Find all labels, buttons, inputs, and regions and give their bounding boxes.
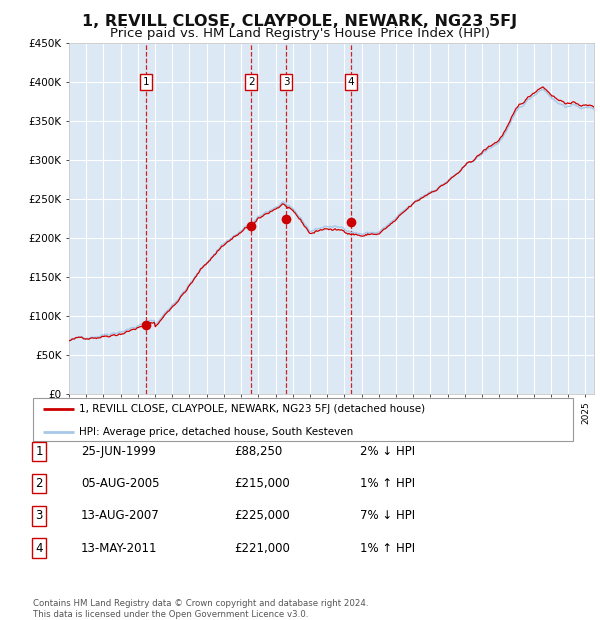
Text: 05-AUG-2005: 05-AUG-2005 [81,477,160,490]
Text: HPI: Average price, detached house, South Kesteven: HPI: Average price, detached house, Sout… [79,427,353,437]
Text: 13-AUG-2007: 13-AUG-2007 [81,510,160,522]
Text: 1: 1 [143,77,149,87]
Text: Contains HM Land Registry data © Crown copyright and database right 2024.
This d: Contains HM Land Registry data © Crown c… [33,600,368,619]
Text: 1% ↑ HPI: 1% ↑ HPI [360,542,415,554]
Text: 1, REVILL CLOSE, CLAYPOLE, NEWARK, NG23 5FJ (detached house): 1, REVILL CLOSE, CLAYPOLE, NEWARK, NG23 … [79,404,425,414]
Text: 25-JUN-1999: 25-JUN-1999 [81,445,156,458]
Text: Price paid vs. HM Land Registry's House Price Index (HPI): Price paid vs. HM Land Registry's House … [110,27,490,40]
Text: 2: 2 [35,477,43,490]
FancyBboxPatch shape [33,398,573,441]
Text: 2% ↓ HPI: 2% ↓ HPI [360,445,415,458]
Text: 13-MAY-2011: 13-MAY-2011 [81,542,157,554]
Text: 1: 1 [35,445,43,458]
Text: £88,250: £88,250 [234,445,282,458]
Text: £225,000: £225,000 [234,510,290,522]
Text: £221,000: £221,000 [234,542,290,554]
Text: 7% ↓ HPI: 7% ↓ HPI [360,510,415,522]
Text: 1% ↑ HPI: 1% ↑ HPI [360,477,415,490]
Text: 3: 3 [283,77,289,87]
Text: 4: 4 [35,542,43,554]
Text: 3: 3 [35,510,43,522]
Text: 4: 4 [347,77,354,87]
Text: 1, REVILL CLOSE, CLAYPOLE, NEWARK, NG23 5FJ: 1, REVILL CLOSE, CLAYPOLE, NEWARK, NG23 … [82,14,518,29]
Text: £215,000: £215,000 [234,477,290,490]
Text: 2: 2 [248,77,254,87]
